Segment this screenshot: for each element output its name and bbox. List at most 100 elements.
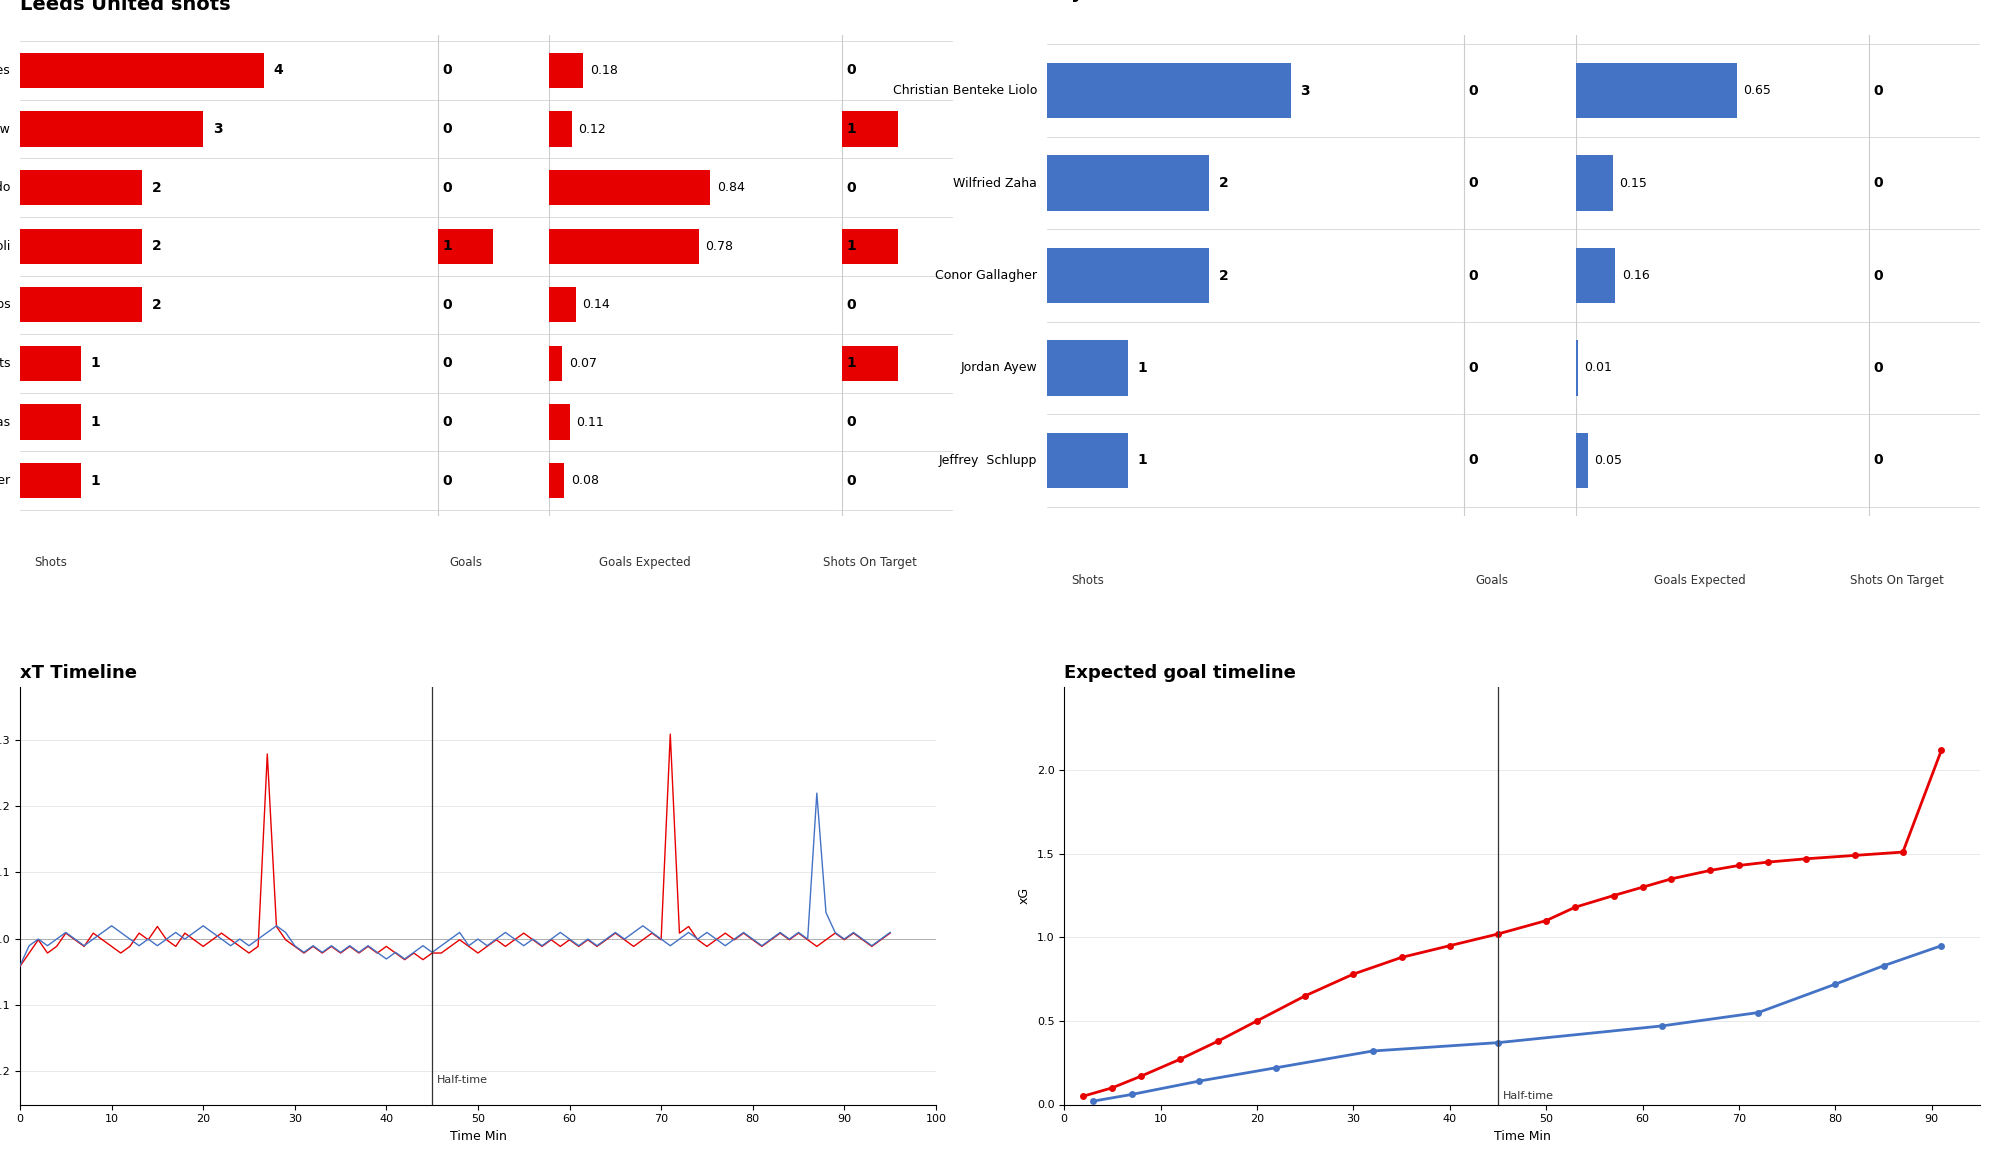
Text: Half-time: Half-time <box>436 1075 488 1085</box>
Bar <box>20 463 82 498</box>
Bar <box>1046 63 1290 119</box>
Text: 0: 0 <box>1874 269 1882 282</box>
Bar <box>1046 341 1128 396</box>
Text: Conor Gallagher: Conor Gallagher <box>934 269 1036 282</box>
Text: 2: 2 <box>152 181 162 195</box>
X-axis label: Time Min: Time Min <box>1494 1130 1550 1143</box>
Text: 0.07: 0.07 <box>568 357 596 370</box>
Text: Jeffrey  Schlupp: Jeffrey Schlupp <box>938 454 1036 466</box>
Text: 0.18: 0.18 <box>590 63 618 76</box>
Text: 0: 0 <box>442 415 452 429</box>
Text: xT Timeline: xT Timeline <box>20 664 136 683</box>
Text: 0: 0 <box>442 474 452 488</box>
Text: Goals: Goals <box>1476 573 1508 586</box>
Text: Jordan Ayew: Jordan Ayew <box>960 362 1036 375</box>
Text: 2: 2 <box>1220 269 1228 282</box>
Text: Liam Cooper: Liam Cooper <box>0 475 10 488</box>
Text: 2: 2 <box>1220 176 1228 190</box>
Text: Goals Expected: Goals Expected <box>1654 573 1746 586</box>
Text: 2: 2 <box>152 240 162 254</box>
Text: 3: 3 <box>1300 83 1310 98</box>
Text: 0: 0 <box>442 181 452 195</box>
Y-axis label: xG: xG <box>1018 887 1032 904</box>
Text: 1: 1 <box>1138 361 1148 375</box>
Bar <box>20 53 264 88</box>
Text: 0: 0 <box>1874 176 1882 190</box>
Text: 0.16: 0.16 <box>1622 269 1650 282</box>
Text: 1: 1 <box>90 415 100 429</box>
Text: 0: 0 <box>442 122 452 136</box>
Bar <box>842 112 898 147</box>
X-axis label: Time Min: Time Min <box>450 1130 506 1143</box>
Text: 0: 0 <box>846 415 856 429</box>
Bar <box>20 112 204 147</box>
Bar <box>1576 432 1588 488</box>
Bar <box>20 345 82 381</box>
Text: 0: 0 <box>846 63 856 78</box>
Text: 0.15: 0.15 <box>1620 176 1648 189</box>
Text: Shots: Shots <box>34 556 66 569</box>
Text: 0.01: 0.01 <box>1584 362 1612 375</box>
Bar <box>1576 341 1578 396</box>
Text: 1: 1 <box>90 474 100 488</box>
Text: 0: 0 <box>1468 269 1478 282</box>
Text: Shots On Target: Shots On Target <box>822 556 916 569</box>
Text: 0.11: 0.11 <box>576 416 604 429</box>
Text: Leeds United shots: Leeds United shots <box>20 0 230 14</box>
Text: 0.84: 0.84 <box>716 181 744 194</box>
Bar <box>1576 63 1736 119</box>
Text: Expected goal timeline: Expected goal timeline <box>1064 664 1296 683</box>
Bar <box>548 53 584 88</box>
Text: 0.65: 0.65 <box>1744 85 1772 98</box>
Text: 0: 0 <box>1874 361 1882 375</box>
Bar <box>20 287 142 322</box>
Bar <box>548 170 710 206</box>
Bar <box>548 112 572 147</box>
Text: Adam Forshaw: Adam Forshaw <box>0 122 10 135</box>
Text: Goals Expected: Goals Expected <box>600 556 690 569</box>
Text: 0: 0 <box>846 181 856 195</box>
Text: Half-time: Half-time <box>1502 1092 1554 1101</box>
Text: 0: 0 <box>1468 83 1478 98</box>
Text: 0.14: 0.14 <box>582 298 610 311</box>
Text: 0: 0 <box>1468 361 1478 375</box>
Bar <box>548 345 562 381</box>
Text: 0: 0 <box>846 474 856 488</box>
Text: 1: 1 <box>846 240 856 254</box>
Bar <box>438 229 494 264</box>
Text: 1: 1 <box>846 122 856 136</box>
Text: 1: 1 <box>1138 454 1148 468</box>
Text: 0: 0 <box>442 356 452 370</box>
Text: 1: 1 <box>846 356 856 370</box>
Text: Tyler Roberts: Tyler Roberts <box>0 357 10 370</box>
Bar <box>1576 155 1612 210</box>
Text: 0: 0 <box>1874 83 1882 98</box>
Text: Crystal Palace shots: Crystal Palace shots <box>1046 0 1268 1</box>
Text: Stuart Dallas: Stuart Dallas <box>0 416 10 429</box>
Bar <box>548 404 570 439</box>
Text: 0: 0 <box>846 297 856 311</box>
Bar <box>1576 248 1616 303</box>
Text: 0.78: 0.78 <box>706 240 734 253</box>
Text: 4: 4 <box>274 63 284 78</box>
Bar <box>20 229 142 264</box>
Text: 0: 0 <box>1874 454 1882 468</box>
Bar <box>1046 155 1210 210</box>
Text: 3: 3 <box>212 122 222 136</box>
Bar <box>842 345 898 381</box>
Text: Shots On Target: Shots On Target <box>1850 573 1944 586</box>
Text: Christian Benteke Liolo: Christian Benteke Liolo <box>892 85 1036 98</box>
Text: 0.12: 0.12 <box>578 122 606 135</box>
Bar <box>548 229 698 264</box>
Text: 0.05: 0.05 <box>1594 454 1622 466</box>
Text: Raphael Dias Belloli: Raphael Dias Belloli <box>0 240 10 253</box>
Text: 0: 0 <box>1468 176 1478 190</box>
Text: 1: 1 <box>442 240 452 254</box>
Text: Shots: Shots <box>1070 573 1104 586</box>
Text: Kalvin Phillips: Kalvin Phillips <box>0 298 10 311</box>
Bar <box>1046 432 1128 488</box>
Bar <box>548 287 576 322</box>
Text: 1: 1 <box>90 356 100 370</box>
Text: Goals: Goals <box>448 556 482 569</box>
Bar <box>20 404 82 439</box>
